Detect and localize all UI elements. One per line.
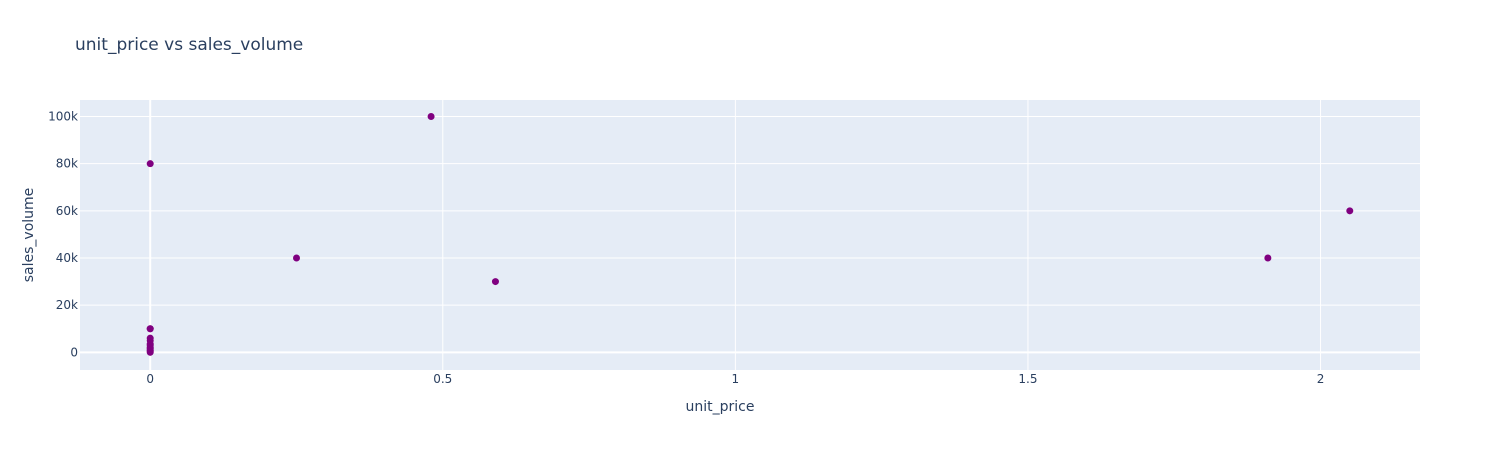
y-tick-label: 20k	[56, 298, 78, 312]
x-tick-label: 1	[732, 372, 740, 386]
data-point[interactable]	[427, 113, 435, 121]
data-point[interactable]	[293, 254, 301, 262]
x-axis-title: unit_price	[686, 399, 755, 415]
x-tick-label: 0.5	[433, 372, 452, 386]
y-axis-ticks: 0 20k 40k 60k 80k 100k	[48, 110, 78, 360]
data-point[interactable]	[146, 348, 154, 356]
y-tick-label: 0	[70, 345, 78, 359]
y-tick-label: 60k	[56, 204, 78, 218]
y-tick-label: 80k	[56, 157, 78, 171]
gridlines	[80, 100, 1420, 370]
y-tick-label: 40k	[56, 251, 78, 265]
x-tick-label: 0	[146, 372, 154, 386]
data-points	[146, 113, 1354, 356]
data-point[interactable]	[146, 160, 154, 168]
chart-title: unit_price vs sales_volume	[75, 35, 303, 55]
x-tick-label: 1.5	[1018, 372, 1037, 386]
y-axis-title: sales_volume	[21, 188, 37, 283]
x-axis-ticks: 0 0.5 1 1.5 2	[146, 372, 1324, 386]
data-point[interactable]	[1264, 254, 1272, 262]
data-point[interactable]	[491, 278, 499, 286]
y-tick-label: 100k	[48, 110, 78, 124]
x-tick-label: 2	[1317, 372, 1325, 386]
data-point[interactable]	[146, 325, 154, 333]
plot-area	[80, 100, 1420, 370]
data-point[interactable]	[1346, 207, 1354, 215]
